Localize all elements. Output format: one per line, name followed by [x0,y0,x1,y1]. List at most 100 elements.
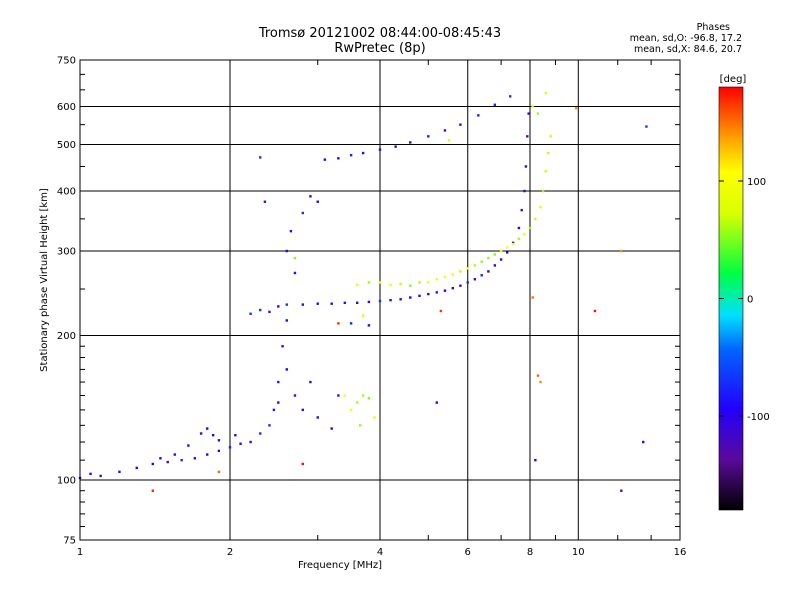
data-point [337,394,340,397]
data-point [228,446,232,449]
data-point [505,246,509,249]
data-point [473,264,477,267]
data-point [367,397,371,400]
data-point [642,440,645,444]
data-point [493,264,497,267]
data-point [435,291,438,294]
data-point [539,380,542,384]
data-point [409,284,412,287]
data-point [173,453,177,456]
data-point [427,281,430,284]
x-tick-label: 6 [465,547,471,558]
colorbar-tick-label: 100 [747,177,766,188]
data-point [511,241,515,245]
data-point [511,242,515,246]
data-point [508,95,512,98]
data-point [459,284,462,287]
data-point [523,189,526,193]
data-point [118,470,121,474]
phases-summary: Phases mean, sd,O: -96.8, 17.2 mean, sd,… [630,22,742,55]
data-point [180,458,183,462]
data-point [549,135,552,138]
data-point [301,408,305,412]
data-point [285,249,288,253]
data-point [399,282,402,286]
data-point [378,148,382,151]
data-point [301,462,305,466]
data-point [309,380,312,384]
grid-lines [80,60,680,540]
data-point [544,169,547,173]
data-point [323,158,327,161]
data-point [534,217,537,221]
data-point [151,462,155,466]
data-point [480,274,483,277]
phases-title: Phases [696,22,730,33]
data-point [309,195,312,198]
data-point [367,281,371,284]
data-point [355,301,359,305]
data-point [217,439,221,442]
data-point [349,408,353,412]
x-tick-label: 16 [674,547,687,558]
data-point [249,312,252,315]
plot-frame [79,59,681,541]
data-point [378,299,382,303]
data-point [361,314,365,317]
data-point [505,251,509,254]
data-point [528,226,532,230]
data-point [337,157,340,160]
data-point [285,319,288,322]
data-point [517,226,521,230]
data-points [78,91,648,492]
data-point [358,424,362,427]
data-point [259,156,262,159]
x-axis-title: Frequency [MHz] [298,560,382,571]
data-point [499,249,503,253]
y-axis-title: Stationary phase Virtual Height [km] [39,188,50,372]
y-tick-label: 750 [57,56,76,67]
data-point [531,296,534,299]
data-point [268,310,271,314]
y-tick-label: 200 [57,331,76,342]
data-point [272,408,276,412]
data-point [620,249,623,253]
data-point [151,489,155,492]
data-point [620,489,623,492]
data-point [459,270,462,273]
data-point [259,432,262,435]
data-point [316,416,319,419]
data-point [435,401,438,404]
colorbar: 100 0 -100 [deg] [718,74,770,511]
data-point [544,91,547,95]
data-point [520,208,523,212]
data-point [355,401,359,404]
data-point [443,129,447,132]
data-point [330,427,333,430]
data-point [477,114,480,117]
data-point [205,427,209,430]
y-tick-label: 100 [57,476,76,487]
data-point [394,145,397,148]
data-point [187,444,190,447]
data-point [487,270,490,273]
data-point [193,457,197,460]
phases-o-stats: mean, sd,O: -96.8, 17.2 [629,33,742,44]
colorbar-tick-label: -100 [747,412,770,423]
data-point [526,135,529,138]
data-point [281,345,284,348]
data-point [349,154,353,157]
data-point [277,380,280,384]
data-point [459,123,462,126]
data-point [435,278,438,281]
data-point [343,301,347,305]
data-point [293,271,297,275]
data-point [330,302,333,305]
data-point [593,309,597,313]
x-tick-label: 10 [572,547,585,558]
data-point [89,472,92,476]
data-point [524,165,528,168]
data-point [493,253,497,256]
data-point [418,294,421,297]
